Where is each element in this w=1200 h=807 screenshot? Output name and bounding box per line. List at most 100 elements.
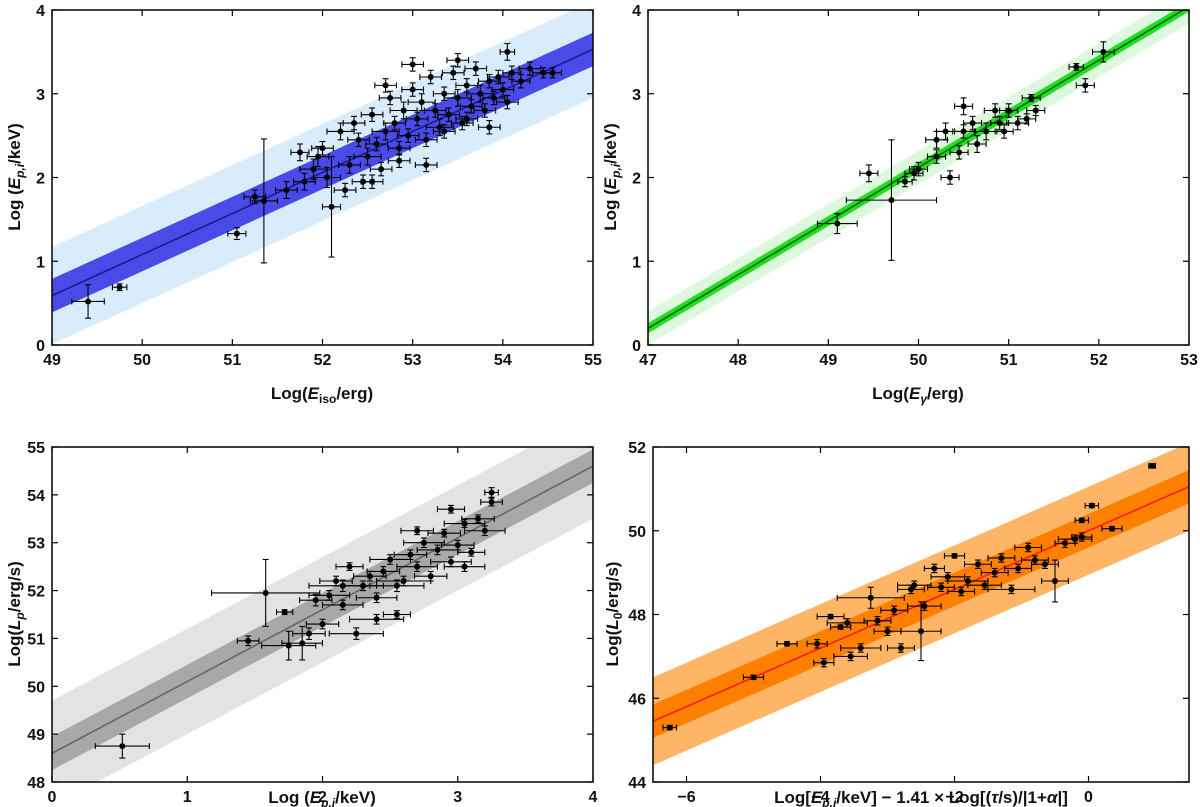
x-tick-label: 50 <box>133 352 151 369</box>
data-point <box>873 626 902 636</box>
data-point <box>319 575 353 587</box>
best-fit-line <box>52 48 593 297</box>
data-point <box>845 139 938 261</box>
x-axis-label: Log (Ep,i/keV) <box>268 788 376 807</box>
x-tick-label: 53 <box>404 352 422 369</box>
data-marker <box>884 628 891 635</box>
data-marker <box>441 530 448 537</box>
y-tick-label: 48 <box>27 775 45 792</box>
data-marker <box>405 132 412 139</box>
y-tick-label: 3 <box>632 87 641 104</box>
data-marker <box>820 659 827 666</box>
data-marker <box>407 551 414 558</box>
y-tick-label: 4 <box>632 3 641 20</box>
data-point <box>967 135 987 153</box>
data-marker <box>1015 565 1022 572</box>
data-marker <box>454 542 461 549</box>
data-marker <box>382 82 389 89</box>
data-marker <box>314 153 321 160</box>
x-axis-label-sub: p,i <box>320 796 336 807</box>
data-point <box>463 525 506 537</box>
data-point <box>308 590 351 601</box>
data-marker <box>251 193 258 200</box>
data-point <box>491 82 515 97</box>
data-marker <box>998 554 1005 561</box>
data-point <box>980 567 1009 578</box>
data-marker <box>996 120 1003 127</box>
data-point <box>816 212 858 235</box>
data-marker <box>1072 536 1079 543</box>
data-marker <box>441 128 448 135</box>
data-point <box>360 174 384 189</box>
data-point <box>326 122 355 141</box>
data-marker <box>508 69 515 76</box>
y-tick-label: 52 <box>628 440 646 457</box>
data-marker <box>907 586 914 593</box>
data-marker <box>119 743 126 750</box>
data-marker <box>283 187 290 194</box>
x-axis-label-post: /keV) <box>335 788 376 807</box>
data-point <box>292 627 326 640</box>
data-point <box>396 561 439 572</box>
plot-area <box>648 10 1189 345</box>
y-tick-label: 55 <box>27 440 45 457</box>
data-marker <box>387 94 394 101</box>
data-marker <box>409 86 416 93</box>
data-marker <box>1052 578 1058 584</box>
data-point <box>387 153 411 168</box>
data-point <box>886 643 915 653</box>
data-point <box>900 601 942 662</box>
data-marker <box>834 220 841 227</box>
data-marker <box>351 120 358 127</box>
data-point <box>427 528 462 538</box>
data-point <box>440 539 475 551</box>
data-point <box>480 497 503 507</box>
x-axis-label-pre: Log ( <box>268 788 310 807</box>
data-point <box>994 124 1014 139</box>
y-tick-label: 1 <box>36 254 45 271</box>
data-point <box>1148 462 1157 469</box>
data-marker <box>116 284 123 291</box>
data-marker <box>262 589 269 596</box>
data-point <box>967 580 1002 590</box>
x-tick-label: 54 <box>494 352 512 369</box>
data-marker <box>366 573 373 580</box>
data-marker <box>305 630 312 637</box>
data-marker <box>296 149 303 156</box>
data-point <box>826 618 868 628</box>
x-tick-label: 52 <box>1090 352 1108 369</box>
data-marker <box>888 197 895 204</box>
data-marker <box>960 128 967 135</box>
data-marker <box>958 588 965 595</box>
data-marker <box>1149 462 1156 469</box>
data-point <box>954 97 974 116</box>
data-marker <box>391 120 398 127</box>
x-axis-label-sub: p,i <box>821 796 837 807</box>
data-marker <box>504 48 511 55</box>
y-axis-label-pre: Log( <box>603 629 622 666</box>
data-marker <box>245 637 252 644</box>
y-axis-label-main: L <box>5 620 24 630</box>
data-marker <box>1005 107 1012 114</box>
data-marker <box>837 624 844 631</box>
x-axis-label-sub: γ <box>920 392 928 406</box>
data-point <box>366 566 401 577</box>
data-marker <box>393 611 400 618</box>
data-marker <box>921 603 928 610</box>
data-marker <box>319 621 326 628</box>
data-marker <box>1062 540 1069 547</box>
data-marker <box>867 594 874 601</box>
data-point <box>466 84 495 103</box>
data-marker <box>974 561 981 568</box>
data-point <box>227 227 247 241</box>
data-point <box>369 554 411 565</box>
y-tick-label: 49 <box>27 727 45 744</box>
data-marker <box>944 573 951 580</box>
data-point <box>542 67 562 79</box>
x-tick-label: 53 <box>1180 352 1198 369</box>
x-tick-label: −4 <box>811 789 829 806</box>
data-point <box>360 107 384 122</box>
data-point <box>400 526 434 536</box>
data-marker <box>1082 82 1089 89</box>
data-point <box>495 94 519 110</box>
